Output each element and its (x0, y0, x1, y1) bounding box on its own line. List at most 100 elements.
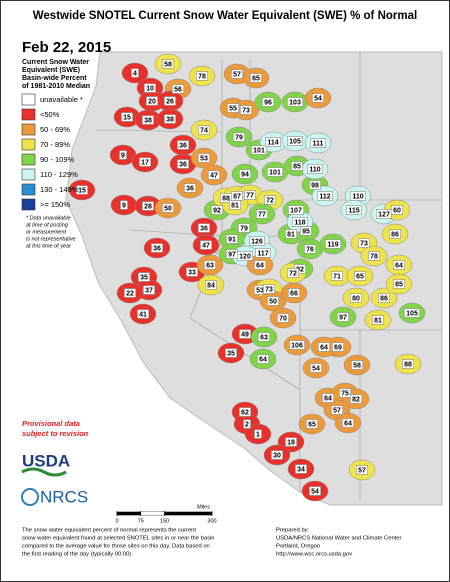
basin-label-box (358, 238, 370, 248)
basin-label: 69 (334, 344, 342, 351)
basin-label: 22 (126, 290, 134, 297)
footer-prepared: http://www.wcc.nrcs.usda.gov (276, 552, 352, 558)
basin-label: 15 (123, 114, 131, 121)
basin-label: 107 (290, 207, 302, 214)
basin-label: 17 (141, 159, 149, 166)
basin-label-box (264, 195, 276, 205)
basin-label-box (291, 161, 303, 171)
provisional-line: subject to revision (22, 429, 89, 438)
basin-label: 36 (186, 185, 194, 192)
basin-label: 71 (333, 273, 341, 280)
basin-label: 95 (302, 228, 310, 235)
basin-label: 81 (374, 317, 382, 324)
basin-label: 81 (287, 231, 295, 238)
basin-label: 72 (266, 197, 274, 204)
basin-label: 36 (179, 142, 187, 149)
basin-label-box (356, 465, 368, 475)
basin-label: 110 (309, 166, 320, 173)
basin-label: 64 (344, 420, 352, 427)
basin-label: 57 (333, 407, 341, 414)
basin-label-box (267, 296, 279, 306)
basin-label: 57 (358, 467, 366, 474)
basin-label: 74 (200, 127, 208, 134)
basin-label-box (120, 200, 128, 210)
basin-label: 111 (313, 140, 324, 147)
basin-label: 65 (252, 75, 260, 82)
scale-segment (140, 512, 165, 515)
basin-label-box (287, 268, 299, 278)
basin-label-box (310, 138, 327, 148)
basin-label-box (258, 332, 270, 342)
basin-label-box (351, 360, 363, 370)
basin-label-box (307, 164, 324, 174)
basin-label: 35 (227, 350, 235, 357)
basin-label-box (146, 96, 158, 106)
basin-label: 118 (294, 219, 305, 226)
basin-label: 36 (200, 225, 208, 232)
scale-segment (117, 512, 141, 515)
basin-label-box (288, 288, 300, 298)
basin-label-box (317, 191, 334, 201)
scale-tick-label: 0 (115, 518, 118, 524)
basin-label: 47 (210, 172, 218, 179)
basin-label-box (243, 419, 251, 429)
basin-label: 76 (306, 246, 314, 253)
basin-label-box (295, 464, 307, 474)
basin-label-box (239, 329, 251, 339)
basin-label: 65 (308, 421, 316, 428)
basin-label-box (393, 279, 405, 289)
basin-label: 85 (293, 163, 301, 170)
basin-label-box (151, 243, 163, 253)
basin-label-box (137, 309, 149, 319)
basin-label: 86 (380, 295, 388, 302)
basin-label-box (267, 167, 284, 177)
basin-label-box (350, 394, 362, 404)
basin-label: 41 (139, 311, 147, 318)
legend-note: * Data unavailable (26, 215, 71, 221)
basin-label: 64 (324, 395, 332, 402)
basin-label-box (225, 348, 237, 358)
basin-label-box (184, 183, 196, 193)
legend-note: at time of posting (26, 222, 69, 228)
basin-label: 87 (233, 193, 241, 200)
legend-note: at this time of year (26, 243, 72, 249)
basin-label: 96 (264, 99, 272, 106)
basin-label-box (250, 73, 262, 83)
scale-bar: 0 75 150 300 Miles (115, 504, 216, 524)
basin-label: 47 (202, 242, 210, 249)
basin-label: 78 (198, 73, 206, 80)
basin-label: 15 (78, 187, 86, 194)
basin-label-box (177, 140, 189, 150)
basin-label-box (244, 190, 256, 200)
basin-label: 101 (269, 169, 281, 176)
basin-label: 97 (228, 251, 236, 258)
basin-label: 127 (378, 211, 390, 218)
basin-label-box (205, 280, 217, 290)
basin-label-box (389, 229, 401, 239)
legend-label: 50 - 69% (40, 125, 70, 134)
basin-label: 88 (404, 361, 412, 368)
basin-label: 57 (233, 71, 241, 78)
basin-label-box (238, 223, 250, 233)
footer: The snow water equivalent percent of nor… (22, 528, 401, 558)
basin-label-box (342, 418, 354, 428)
legend-label: <50% (40, 110, 60, 119)
basin-label-box (350, 191, 367, 201)
basin-label-box (287, 136, 304, 146)
legend-title: Basin-wide Percent (22, 75, 87, 82)
basin-label: 84 (207, 282, 215, 289)
basin-label-box (121, 112, 133, 122)
basin-label: 73 (242, 107, 250, 114)
legend-swatch (21, 108, 36, 121)
basin-label: 9 (121, 152, 125, 159)
basin-label: 85 (395, 281, 403, 288)
legend-swatch (21, 198, 36, 211)
legend-swatch (21, 123, 36, 136)
basin-label-box (142, 115, 154, 125)
basin-label-box (233, 132, 245, 142)
basin-label: 105 (289, 138, 301, 145)
basin-label: 77 (258, 211, 266, 218)
basin-label-box (304, 244, 316, 254)
basin-label: 72 (289, 270, 297, 277)
basin-label-box (306, 419, 318, 429)
